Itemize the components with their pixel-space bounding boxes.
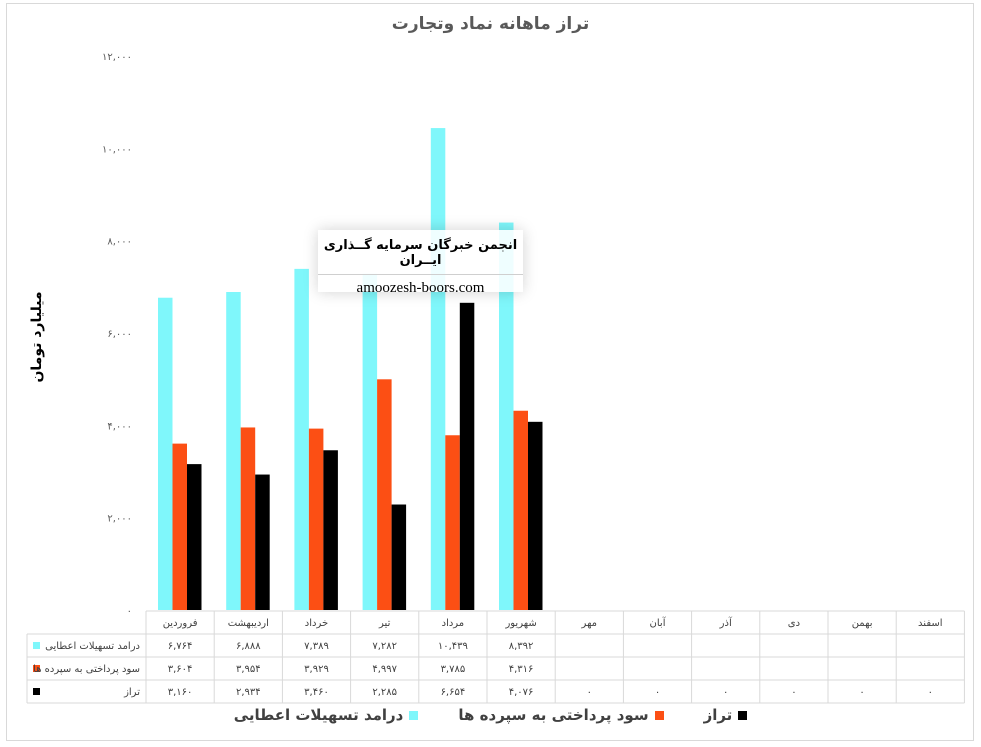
table-series-name-0: درامد تسهیلات اعطایی (45, 641, 140, 652)
legend-label-0: تراز (703, 706, 733, 724)
data-label-2-10: ۰ (859, 687, 864, 698)
bar-1-2 (308, 428, 324, 610)
category-label: مرداد (442, 618, 465, 629)
data-label-2-4: ۶,۶۵۴ (441, 687, 466, 698)
category-label: فروردین (163, 618, 198, 629)
data-label-0-1: ۶,۸۸۸ (236, 641, 261, 652)
data-label-1-1: ۳,۹۵۴ (236, 664, 261, 675)
y-tick-label: ۶,۰۰۰ (107, 329, 132, 340)
category-label: مهر (581, 618, 597, 629)
legend-label-2: درامد تسهیلات اعطایی (233, 706, 404, 724)
bar-2-2 (323, 450, 338, 610)
data-label-2-1: ۲,۹۳۴ (236, 687, 261, 698)
legend: تراز سود پرداختی به سپرده ها درامد تسهیل… (0, 706, 981, 724)
data-label-1-2: ۳,۹۲۹ (304, 664, 329, 675)
data-label-1-4: ۳,۷۸۵ (441, 664, 466, 675)
data-label-0-0: ۶,۷۶۴ (168, 641, 193, 652)
table-legend-key-2 (33, 688, 40, 695)
category-label: آبان (650, 616, 667, 629)
data-label-2-0: ۳,۱۶۰ (168, 687, 193, 698)
data-label-1-3: ۴,۹۹۷ (372, 664, 397, 675)
watermark: انجمن خبرگان سرمایه گــذاری ایــران amoo… (318, 230, 523, 296)
data-label-2-2: ۳,۴۶۰ (304, 687, 329, 698)
legend-key-0 (738, 710, 748, 720)
legend-item-1: سود پرداختی به سپرده ها (458, 706, 664, 724)
bar-1-3 (377, 379, 392, 610)
category-label: دی (788, 618, 800, 629)
data-label-1-0: ۳,۶۰۴ (168, 664, 193, 675)
bar-0-2 (294, 268, 309, 610)
chart-frame (6, 3, 974, 741)
bar-1-1 (240, 427, 256, 610)
data-label-2-5: ۴,۰۷۶ (509, 687, 534, 698)
bar-2-4 (459, 302, 475, 610)
category-label: شهریور (504, 618, 536, 629)
table-series-name-1: سود پرداختی به سپرده ها (33, 664, 140, 675)
y-tick-label: ۰ (127, 606, 132, 617)
legend-label-1: سود پرداختی به سپرده ها (458, 706, 649, 724)
category-label: اردیبهشت (228, 618, 269, 629)
category-label: خرداد (305, 618, 328, 629)
data-label-2-11: ۰ (928, 687, 933, 698)
legend-item-0: تراز (704, 706, 748, 724)
data-label-1-5: ۴,۳۱۶ (509, 664, 534, 675)
bar-1-0 (172, 443, 187, 610)
y-tick-label: ۸,۰۰۰ (107, 237, 132, 248)
category-label: اسفند (918, 618, 942, 629)
y-tick-label: ۱۲,۰۰۰ (102, 52, 132, 63)
bar-0-4 (430, 128, 446, 610)
bar-2-3 (391, 504, 407, 610)
watermark-separator (318, 274, 523, 275)
bar-0-1 (226, 292, 241, 610)
watermark-line-1: انجمن خبرگان سرمایه گــذاری ایــران (323, 238, 518, 268)
legend-key-2 (409, 710, 419, 720)
data-label-2-9: ۰ (791, 687, 796, 698)
data-label-0-5: ۸,۳۹۲ (509, 641, 534, 652)
table-legend-key-0 (33, 642, 40, 649)
legend-key-1 (654, 710, 664, 720)
bar-0-5 (499, 222, 514, 610)
y-tick-label: ۱۰,۰۰۰ (102, 144, 132, 155)
table-legend-key-1 (33, 665, 40, 672)
bar-1-4 (445, 435, 460, 610)
data-label-0-2: ۷,۳۸۹ (304, 641, 329, 652)
bar-2-1 (255, 474, 270, 610)
table-series-name-2: تراز (123, 687, 140, 698)
y-tick-label: ۲,۰۰۰ (107, 514, 132, 525)
bar-2-0 (187, 464, 202, 610)
bar-0-0 (158, 297, 173, 610)
data-label-0-4: ۱۰,۴۳۹ (438, 641, 468, 652)
y-tick-label: ۴,۰۰۰ (107, 421, 132, 432)
data-label-2-3: ۲,۲۸۵ (372, 687, 397, 698)
watermark-line-2: amoozesh-boors.com (356, 280, 485, 296)
chart-title: تراز ماهانه نماد وتجارت (391, 14, 590, 34)
bar-2-5 (528, 421, 543, 610)
category-label: آذر (719, 616, 733, 629)
bar-1-5 (513, 410, 528, 610)
data-label-2-8: ۰ (723, 687, 728, 698)
data-label-0-3: ۷,۲۸۲ (372, 641, 397, 652)
bar-0-3 (362, 273, 378, 610)
data-label-2-7: ۰ (655, 687, 660, 698)
legend-item-2: درامد تسهیلات اعطایی (234, 706, 419, 724)
data-label-2-6: ۰ (587, 687, 592, 698)
category-label: تیر (378, 618, 391, 629)
category-label: بهمن (852, 618, 873, 629)
